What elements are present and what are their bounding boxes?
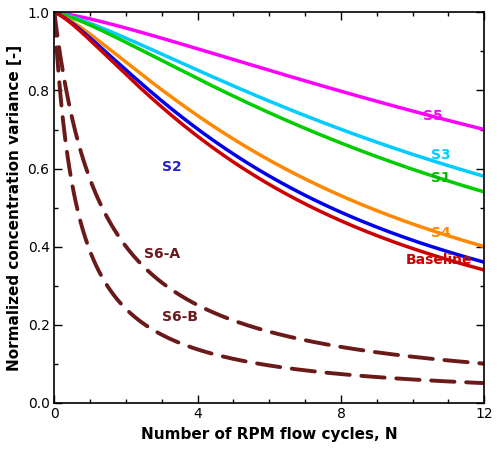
Text: S5: S5 <box>424 109 443 123</box>
Text: S4: S4 <box>430 226 450 240</box>
Text: S3: S3 <box>430 148 450 162</box>
Text: S6-A: S6-A <box>144 247 180 261</box>
Text: Baseline: Baseline <box>406 253 472 267</box>
Y-axis label: Normalized concentration variance [-]: Normalized concentration variance [-] <box>7 44 22 370</box>
Text: S1: S1 <box>430 171 450 185</box>
X-axis label: Number of RPM flow cycles, N: Number of RPM flow cycles, N <box>141 427 398 442</box>
Text: S2: S2 <box>162 159 182 174</box>
Text: S6-B: S6-B <box>162 310 198 324</box>
